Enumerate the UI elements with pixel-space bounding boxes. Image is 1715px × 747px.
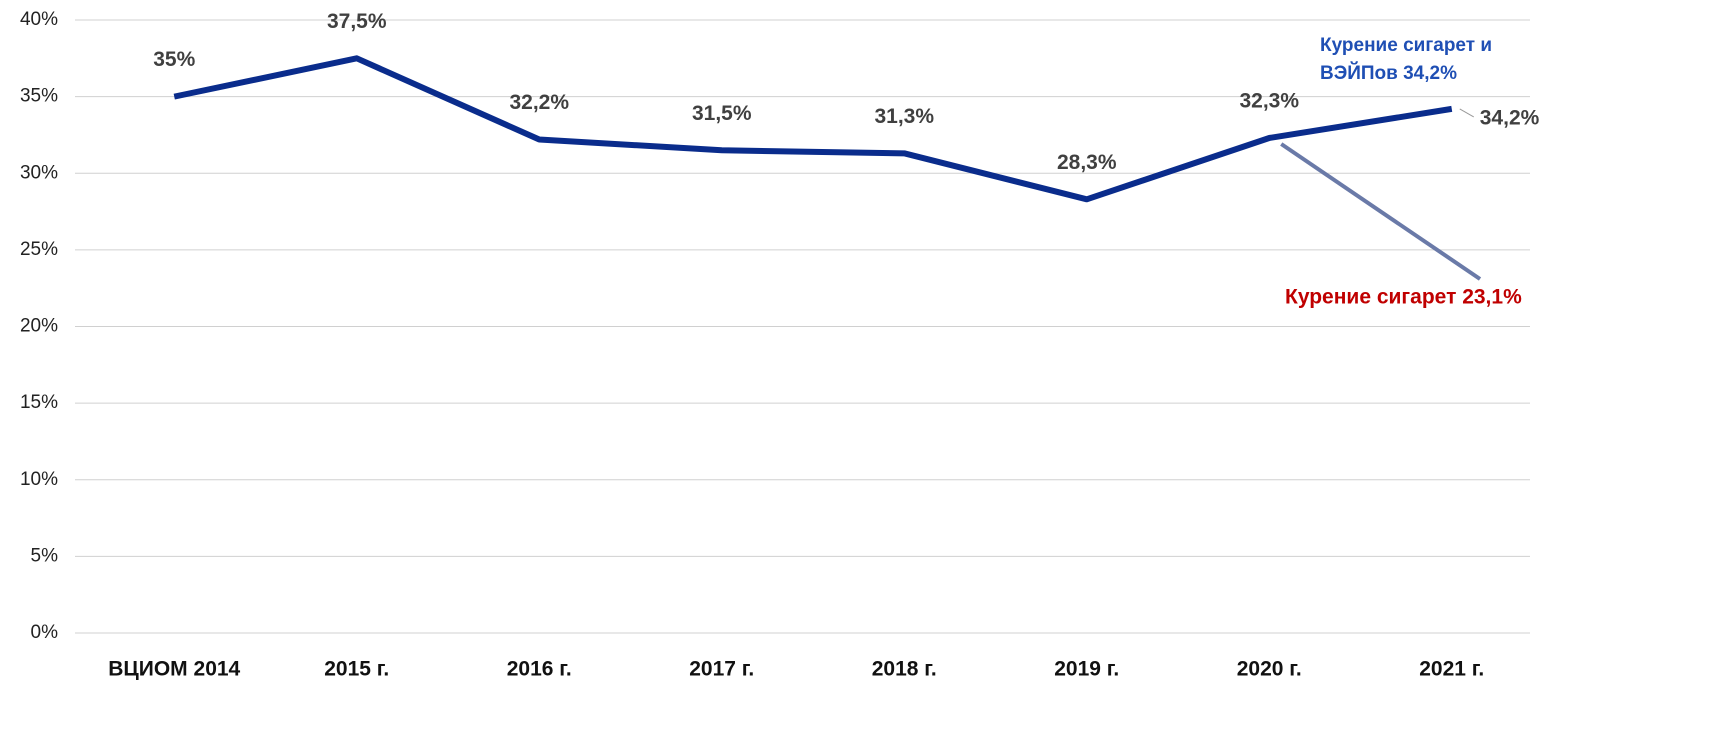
label-leader xyxy=(1460,109,1474,117)
data-label: 28,3% xyxy=(1057,151,1117,174)
y-tick-label: 30% xyxy=(20,162,58,183)
x-tick-label: 2016 г. xyxy=(507,658,572,681)
x-tick-label: 2018 г. xyxy=(872,658,937,681)
x-tick-label: 2019 г. xyxy=(1054,658,1119,681)
x-tick-label: 2015 г. xyxy=(324,658,389,681)
data-label: 35% xyxy=(153,48,195,71)
annotation-red: Курение сигарет 23,1% xyxy=(1285,286,1522,309)
x-tick-label: 2021 г. xyxy=(1419,658,1484,681)
annotation-blue: ВЭЙПов 34,2% xyxy=(1320,62,1457,84)
y-tick-label: 15% xyxy=(20,392,58,413)
data-label: 32,2% xyxy=(509,91,569,114)
annotation-blue: Курение сигарет и xyxy=(1320,35,1492,56)
chart: 0% 5% 10% 15% 20% 25% 30% 35% 40% ВЦИОМ 2014 2015 … xyxy=(0,0,1715,747)
y-tick-label: 5% xyxy=(31,545,59,566)
data-label: 31,3% xyxy=(874,105,934,128)
y-tick-label: 40% xyxy=(20,9,58,30)
y-tick-label: 0% xyxy=(31,622,59,643)
x-tick-label: ВЦИОМ 2014 xyxy=(108,658,240,681)
data-label: 34,2% xyxy=(1480,106,1540,129)
y-tick-label: 35% xyxy=(20,86,58,107)
y-tick-label: 20% xyxy=(20,316,58,337)
x-tick-label: 2017 г. xyxy=(689,658,754,681)
data-label: 37,5% xyxy=(327,10,387,33)
y-tick-label: 25% xyxy=(20,239,58,260)
annotation-pointer xyxy=(1281,144,1480,279)
data-line xyxy=(174,58,1452,199)
y-tick-label: 10% xyxy=(20,469,58,490)
x-tick-label: 2020 г. xyxy=(1237,658,1302,681)
data-label: 31,5% xyxy=(692,102,752,125)
data-label: 32,3% xyxy=(1239,90,1299,113)
